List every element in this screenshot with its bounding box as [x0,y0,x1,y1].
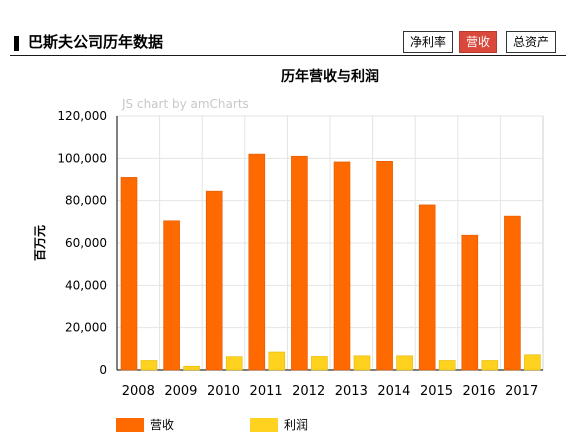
tab-revenue[interactable]: 营收 [459,31,497,53]
bar-revenue [461,234,479,371]
bar-revenue [248,153,266,371]
page-title: 巴斯夫公司历年数据 [28,33,164,51]
x-tick-label: 2014 [377,384,410,399]
tab-net-margin[interactable]: 净利率 [403,31,453,53]
header-divider [10,55,566,56]
header: 巴斯夫公司历年数据 净利率 营收 总资产 [0,0,576,58]
bar-revenue [504,215,521,371]
bar-profit [353,355,371,371]
x-tick-label: 2017 [505,384,538,399]
bar-revenue [333,161,351,371]
x-tick-label: 2009 [164,384,197,399]
bar-profit [225,356,243,371]
x-tick-label: 2010 [207,384,240,399]
bar-revenue [291,155,308,371]
legend-label-profit: 利润 [284,418,309,432]
bar-profit [396,355,413,371]
bar-revenue [205,190,223,371]
bar-profit [311,356,328,371]
bar-revenue [376,160,393,371]
y-tick-label: 80,000 [65,194,107,208]
y-tick-label: 100,000 [57,151,107,165]
y-tick-label: 0 [99,363,107,377]
x-tick-label: 2012 [292,384,325,399]
bar-profit [140,360,158,371]
legend-label-revenue: 营收 [150,418,175,432]
bar-profit [438,360,456,371]
bar-revenue [418,204,436,371]
bar-profit [183,365,200,371]
y-tick-label: 60,000 [65,236,107,250]
legend-swatch-profit [250,418,278,432]
bar-revenue [120,177,138,371]
y-tick-label: 40,000 [65,278,107,292]
x-tick-label: 2016 [463,384,496,399]
x-tick-label: 2008 [122,384,155,399]
x-tick-label: 2015 [420,384,453,399]
title-marker [14,36,19,51]
chart-title: 历年营收与利润 [281,69,379,85]
y-tick-label: 120,000 [57,109,107,123]
y-tick-label: 20,000 [65,321,107,335]
chart-watermark: JS chart by amCharts [122,97,249,111]
bar-revenue [163,220,180,371]
bar-profit [524,354,541,371]
bar-profit [268,351,286,371]
tab-total-assets[interactable]: 总资产 [506,31,556,53]
x-tick-label: 2013 [335,384,368,399]
legend-swatch-revenue [116,418,144,432]
bar-profit [481,360,499,371]
y-axis-title: 百万元 [33,225,47,261]
x-tick-label: 2011 [250,384,283,399]
